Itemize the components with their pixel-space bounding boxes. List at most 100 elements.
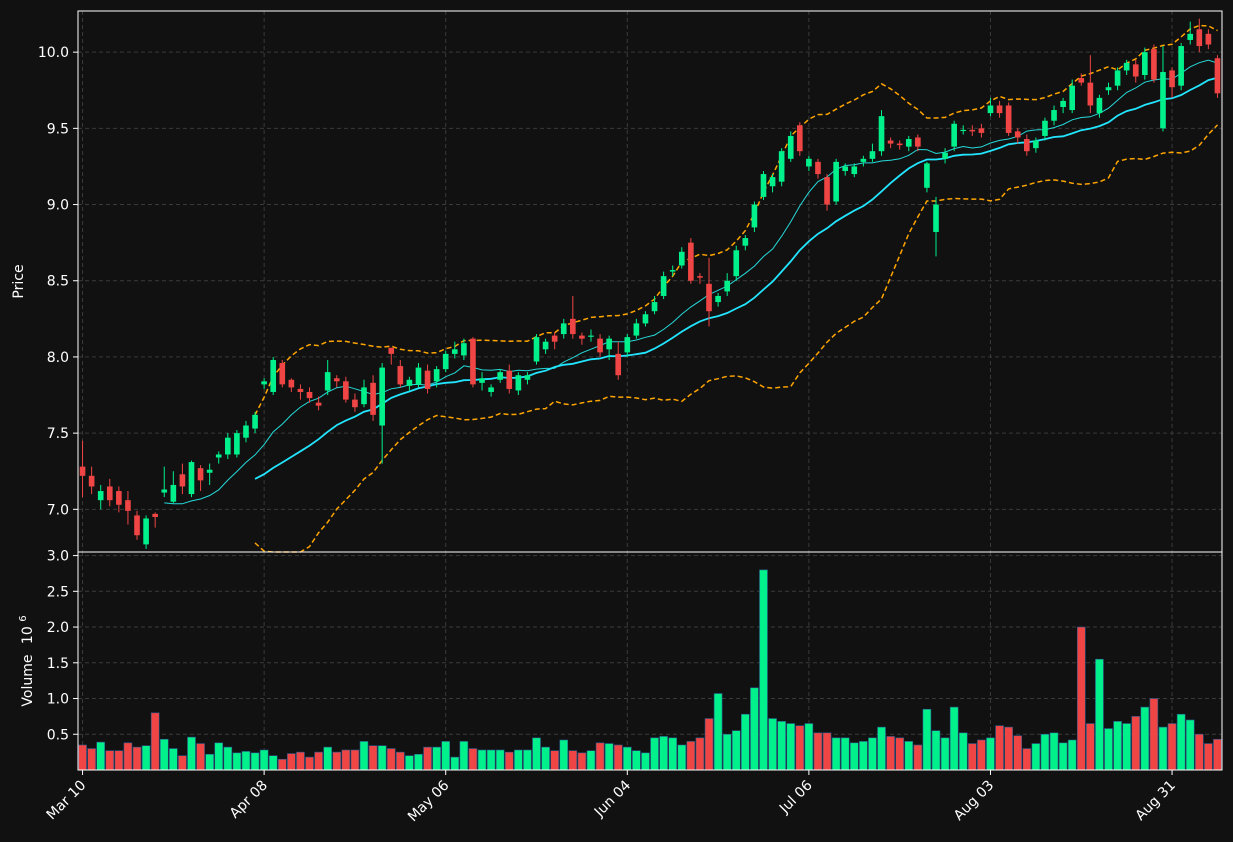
volume-bar <box>877 726 886 771</box>
volume-bar <box>96 741 105 771</box>
candle-body <box>224 437 231 455</box>
volume-grid <box>78 552 1222 770</box>
volume-exponent: 6 <box>18 615 29 621</box>
volume-bar <box>396 751 405 771</box>
candle-body <box>996 105 1003 114</box>
price-axis-label: Price <box>11 264 27 298</box>
candle-body <box>461 343 467 356</box>
candle-body <box>851 166 858 175</box>
volume-bar <box>323 746 332 771</box>
candle-body <box>1205 33 1212 45</box>
price-tick-label: 7.5 <box>47 426 69 442</box>
volume-bar <box>613 744 623 771</box>
volume-bar <box>822 732 832 771</box>
candle-body <box>470 338 476 385</box>
volume-bar <box>332 751 342 771</box>
candle-body <box>951 123 957 147</box>
candle-body <box>706 283 712 312</box>
volume-bar <box>668 737 677 771</box>
volume-bar <box>495 749 505 771</box>
volume-bar <box>1167 723 1177 771</box>
candle-body <box>88 475 95 487</box>
candle-body <box>1114 70 1121 86</box>
candle-body <box>1096 97 1103 114</box>
candle-body <box>261 381 267 385</box>
candle-body <box>833 161 839 202</box>
volume-bar <box>178 755 187 771</box>
candle-body <box>778 151 785 182</box>
volume-y-ticks: 0.5 1.0 1.5 2.0 2.5 3.0 <box>47 549 78 743</box>
candle-body <box>769 177 776 187</box>
volume-bar <box>523 749 532 771</box>
volume-bar <box>849 742 859 771</box>
volume-bar <box>659 736 668 771</box>
candle-body <box>1123 62 1130 71</box>
volume-bar <box>114 750 124 771</box>
volume-bar <box>504 751 514 771</box>
volume-bar <box>78 744 87 771</box>
candle-body <box>1042 120 1048 136</box>
candle-body <box>197 468 204 481</box>
candle-body <box>697 276 703 278</box>
volume-bar <box>432 746 441 771</box>
volume-tick-label: 0.5 <box>47 727 69 743</box>
volume-bar <box>968 743 977 771</box>
candle-body <box>751 204 758 228</box>
candle-body <box>560 323 567 335</box>
candle-body <box>333 378 340 382</box>
volume-bar <box>623 746 632 771</box>
candle-body <box>733 250 740 277</box>
candle-body <box>442 353 449 370</box>
volume-bar <box>105 750 115 771</box>
volume-panel-frame <box>77 551 1223 771</box>
candle-body <box>597 338 603 353</box>
candle-body <box>515 375 522 391</box>
volume-bar <box>441 741 451 771</box>
volume-bar <box>414 753 423 771</box>
candle-body <box>533 337 540 362</box>
candle-body <box>288 379 295 388</box>
volume-bar <box>958 732 968 771</box>
candle-body <box>152 513 158 517</box>
x-tick-label: Jul 06 <box>776 777 816 817</box>
candle-body <box>651 302 658 312</box>
candle-body <box>415 367 422 385</box>
candle-body <box>1060 100 1066 108</box>
x-tick-label: Mar 10 <box>44 778 90 824</box>
candle-body <box>860 158 867 162</box>
volume-bar <box>922 708 932 771</box>
volume-bar <box>904 741 914 771</box>
volume-bar <box>586 750 596 771</box>
candle-body <box>1187 33 1194 40</box>
volume-bar <box>895 737 904 771</box>
volume-bar <box>1067 739 1077 771</box>
volume-tick-label: 1.5 <box>47 656 69 672</box>
volume-bar <box>1185 719 1195 771</box>
volume-bar <box>386 748 396 771</box>
volume-bar <box>1031 743 1041 771</box>
volume-bar <box>532 737 541 771</box>
candle-body <box>633 323 640 336</box>
candle-body <box>1214 58 1221 94</box>
volume-bar <box>1204 743 1213 771</box>
volume-bar <box>450 756 460 771</box>
volume-bar <box>486 749 496 771</box>
candle-body <box>915 137 921 147</box>
candle-body <box>188 462 195 495</box>
candle-body <box>524 375 531 380</box>
volume-bar <box>995 725 1004 771</box>
volume-bar <box>886 736 895 771</box>
x-tick-label: May 06 <box>405 777 453 825</box>
candle-body <box>1142 52 1148 76</box>
volume-bar <box>750 687 759 771</box>
volume-bar <box>150 712 160 771</box>
volume-tick-label: 2.0 <box>47 620 69 636</box>
candle-body <box>933 204 939 232</box>
volume-bar <box>722 733 732 771</box>
volume-bar <box>1176 713 1186 771</box>
candle-body <box>688 242 694 281</box>
candle-body <box>796 125 803 152</box>
candle-body <box>660 276 667 296</box>
volume-bar <box>677 744 687 771</box>
